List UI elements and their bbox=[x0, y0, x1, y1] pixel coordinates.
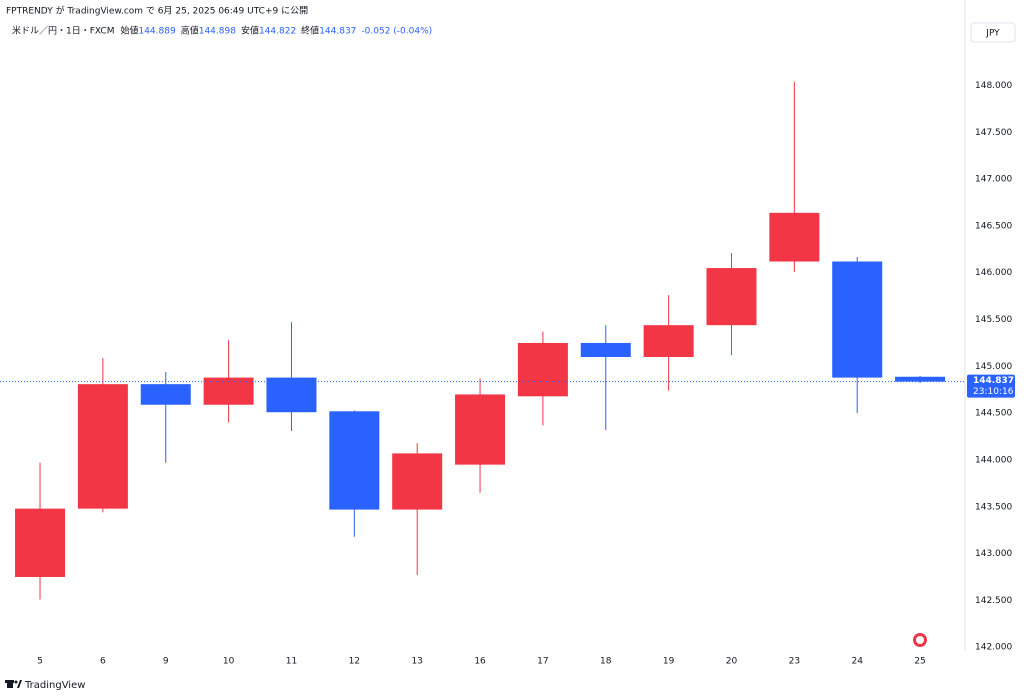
footer-brand: TradingView bbox=[24, 680, 85, 691]
candle-body bbox=[895, 376, 946, 382]
y-tick-label: 144.500 bbox=[975, 409, 1012, 419]
x-tick-label: 16 bbox=[474, 657, 486, 667]
candle-body bbox=[266, 377, 317, 413]
candle-body bbox=[392, 453, 443, 510]
x-tick-label: 10 bbox=[223, 657, 235, 667]
legend-label: 安値 bbox=[241, 25, 259, 37]
x-tick-label: 9 bbox=[163, 657, 169, 667]
x-tick-label: 20 bbox=[726, 657, 738, 667]
legend-label: 始値 bbox=[120, 25, 138, 37]
x-tick-label: 5 bbox=[37, 657, 43, 667]
x-tick-label: 24 bbox=[851, 657, 863, 667]
footer-logo bbox=[5, 680, 22, 688]
candle-body bbox=[517, 342, 568, 397]
currency: JPY bbox=[985, 29, 1000, 39]
candle-body bbox=[455, 394, 506, 465]
candle-body bbox=[140, 384, 191, 405]
x-tick-label: 18 bbox=[600, 657, 612, 667]
x-tick-label: 11 bbox=[286, 657, 297, 667]
y-tick-label: 143.000 bbox=[975, 549, 1012, 559]
y-tick-label: 142.500 bbox=[975, 596, 1012, 606]
y-tick-label: 148.000 bbox=[975, 81, 1012, 91]
legend-value: 144.889 bbox=[138, 27, 175, 37]
legend-change: -0.052 (-0.04%) bbox=[361, 27, 432, 37]
candle-body bbox=[580, 342, 631, 357]
x-tick-label: 17 bbox=[537, 657, 548, 667]
x-tick-label: 25 bbox=[914, 657, 925, 667]
y-tick-label: 147.000 bbox=[975, 175, 1012, 185]
y-tick-label: 146.000 bbox=[975, 268, 1012, 278]
y-tick-label: 145.500 bbox=[975, 315, 1012, 325]
x-tick-label: 23 bbox=[789, 657, 800, 667]
candle-body bbox=[77, 384, 128, 509]
legend-label: 終値 bbox=[301, 25, 319, 37]
last-price-label: 144.837 bbox=[973, 376, 1014, 386]
legend-value: 144.822 bbox=[259, 27, 296, 37]
y-tick-label: 146.500 bbox=[975, 221, 1012, 231]
candle-body bbox=[832, 261, 883, 378]
y-tick-label: 145.000 bbox=[975, 362, 1012, 372]
currency-box[interactable] bbox=[970, 22, 1016, 43]
candle-body bbox=[769, 212, 820, 262]
candle-body bbox=[706, 268, 757, 326]
y-tick-label: 142.000 bbox=[975, 643, 1012, 653]
y-tick-label: 143.500 bbox=[975, 502, 1012, 512]
candle-body bbox=[643, 325, 694, 357]
legend-value: 144.898 bbox=[199, 27, 236, 37]
legend-value: 144.837 bbox=[319, 27, 356, 37]
symbol: 米ドル／円・1日・FXCM bbox=[12, 25, 114, 37]
publish-note: FPTRENDY が TradingView.com で 6月 25, 2025… bbox=[6, 5, 308, 17]
x-tick-label: 13 bbox=[411, 657, 422, 667]
candle-body bbox=[15, 508, 66, 577]
publish-badge bbox=[913, 633, 927, 647]
y-tick-label: 147.500 bbox=[975, 128, 1012, 138]
legend: 米ドル／円・1日・FXCM 始値 144.889 高値 144.898 安値 144.82… bbox=[12, 25, 432, 37]
last-price-box bbox=[967, 374, 1015, 398]
candle-body bbox=[329, 411, 380, 510]
countdown: 23:10:16 bbox=[973, 387, 1014, 397]
x-tick-label: 6 bbox=[100, 657, 106, 667]
x-tick-label: 12 bbox=[349, 657, 360, 667]
y-tick-label: 144.000 bbox=[975, 455, 1012, 465]
x-tick-label: 19 bbox=[663, 657, 675, 667]
legend-label: 高値 bbox=[181, 25, 199, 37]
